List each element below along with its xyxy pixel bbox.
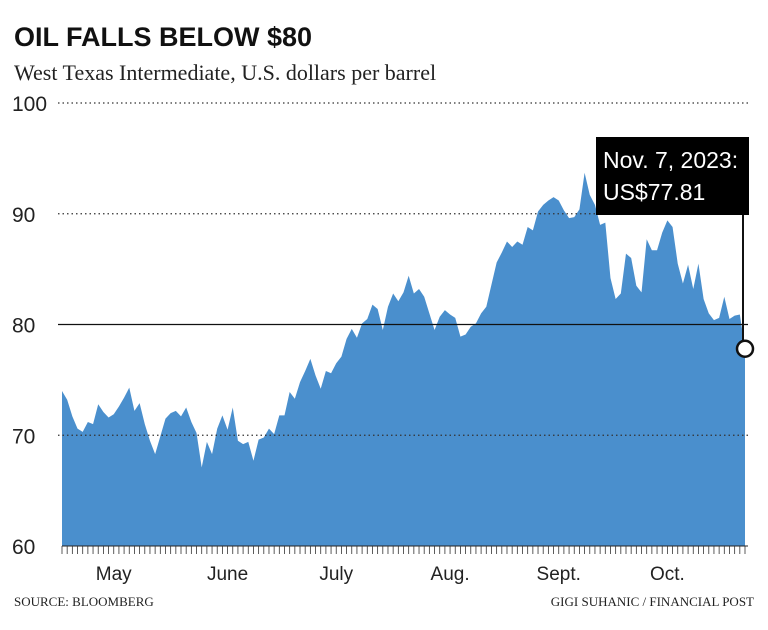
credit: GIGI SUHANIC / FINANCIAL POST [551,594,754,609]
y-tick-label: 100 [12,93,47,116]
x-tick-label: Oct. [650,564,685,585]
y-tick-label: 80 [12,315,35,338]
x-tick-label: July [319,564,353,585]
x-tick-label: Aug. [431,564,470,585]
chart-subtitle: West Texas Intermediate, U.S. dollars pe… [14,60,436,85]
y-tick-label: 60 [12,536,35,559]
x-tick-label: June [207,564,248,585]
x-tick-label: Sept. [537,564,581,585]
y-tick-label: 70 [12,425,35,448]
x-tick-label: May [96,564,132,585]
chart-title: OIL FALLS BELOW $80 [14,22,312,52]
y-tick-label: 90 [12,204,35,227]
annotation-date: Nov. 7, 2023: [603,147,738,173]
area [62,172,745,546]
annotation-value: US$77.81 [603,179,705,205]
annotation-box [596,137,749,215]
last-point [735,339,755,359]
source: SOURCE: BLOOMBERG [14,594,154,609]
